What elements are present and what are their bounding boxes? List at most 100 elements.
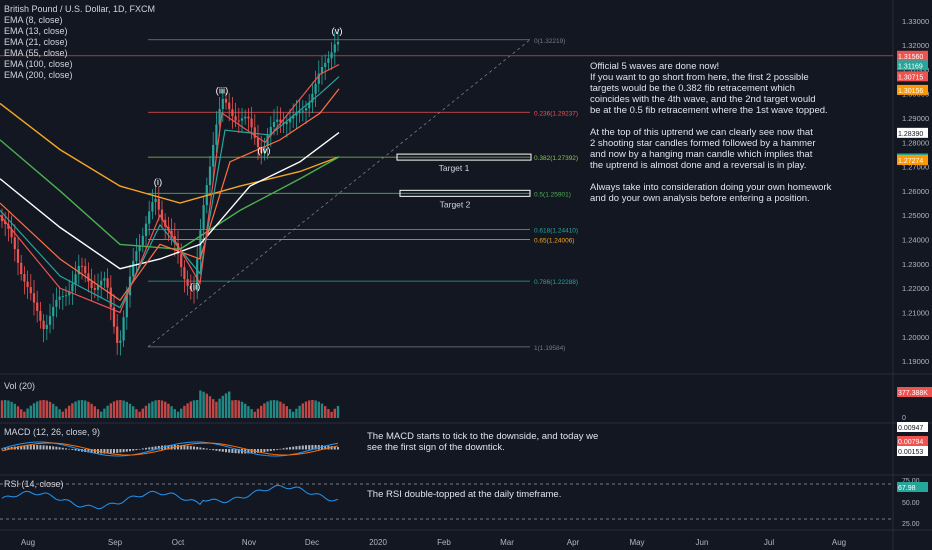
y-tick-label: 1.19000	[902, 357, 929, 366]
macd-bar	[29, 445, 32, 450]
volume-bar	[295, 408, 298, 418]
candle-body	[64, 295, 68, 297]
macd-badge-text: 0.00794	[898, 439, 923, 446]
candle-body	[180, 253, 183, 268]
volume-bar	[180, 408, 183, 418]
macd-bar	[180, 445, 183, 450]
candle-body	[196, 258, 199, 291]
y-tick-label: 1.24000	[902, 236, 929, 245]
price-badge	[897, 71, 928, 82]
macd-bar	[298, 445, 301, 450]
volume-bar	[247, 406, 250, 418]
volume-bar	[84, 400, 87, 418]
candle-body	[295, 113, 298, 116]
macd-bar	[218, 449, 221, 452]
candle-body	[112, 307, 116, 327]
target-label: Target 2	[440, 199, 471, 209]
target-label: Target 1	[439, 163, 470, 173]
candle-body	[285, 122, 288, 125]
volume-bar	[132, 406, 135, 418]
candle-body	[74, 274, 77, 284]
candle-body	[269, 126, 272, 136]
ema-200-line	[0, 102, 340, 204]
volume-bar	[186, 403, 189, 418]
x-tick-label: May	[629, 538, 644, 547]
macd-bar	[183, 445, 186, 450]
macd-bar	[109, 449, 112, 454]
candle-body	[317, 73, 320, 84]
rsi-badge	[897, 482, 928, 492]
volume-bar	[55, 406, 58, 418]
price-badge	[897, 60, 928, 71]
macd-bar	[273, 449, 275, 451]
candle-body	[272, 121, 276, 127]
macd-bar	[257, 449, 259, 453]
legend-ema-21: EMA (21, close)	[4, 37, 68, 47]
volume-bar	[4, 400, 7, 418]
volume-bar	[224, 393, 228, 418]
macd-bar	[330, 446, 333, 450]
volume-bar	[100, 411, 103, 418]
volume-label: Vol (20)	[4, 381, 36, 391]
volume-bar	[336, 405, 340, 418]
y-tick-label: 1.32000	[902, 41, 929, 50]
macd-bar	[33, 445, 35, 450]
volume-bar	[244, 403, 247, 418]
macd-bar	[122, 449, 125, 453]
macd-bar	[71, 449, 74, 450]
fib-level-label: 0.236(1.29237)	[534, 110, 578, 117]
macd-bar	[333, 446, 336, 450]
fib-level-label: 0.5(1.25901)	[534, 191, 571, 198]
macd-bar	[61, 447, 64, 450]
macd-bar	[58, 447, 61, 450]
volume-bar	[317, 401, 320, 418]
volume-bar	[330, 411, 333, 418]
macd-signal-line	[1, 442, 339, 456]
candle-body	[48, 316, 52, 325]
volume-bar	[29, 405, 32, 418]
volume-bar	[221, 395, 224, 418]
macd-bar	[295, 446, 298, 450]
volume-bar	[288, 409, 292, 418]
volume-bar	[272, 400, 276, 418]
volume-bar	[231, 400, 234, 418]
candle-body	[26, 281, 29, 288]
price-badge-text: 1.27274	[898, 158, 923, 165]
price-badge-text: 1.31169	[898, 63, 923, 70]
volume-bar	[253, 411, 256, 418]
candle-body	[170, 230, 173, 237]
candle-body	[224, 98, 228, 103]
y-tick-label: 1.29000	[902, 114, 929, 123]
volume-bar	[61, 411, 64, 418]
volume-bar	[167, 403, 170, 418]
candle-body	[16, 249, 20, 263]
macd-bar	[189, 446, 192, 450]
macd-bar	[209, 449, 211, 450]
volume-bar	[58, 409, 61, 418]
macd-bar	[199, 447, 202, 450]
candle-body	[279, 119, 282, 123]
macd-bar	[42, 445, 45, 450]
macd-bar	[186, 445, 189, 450]
macd-bar	[103, 449, 106, 454]
volume-bar	[96, 409, 100, 418]
volume-bar	[128, 403, 132, 418]
price-badge-text: 1.30715	[898, 74, 923, 81]
candle-body	[234, 116, 237, 121]
candle-body	[266, 135, 269, 147]
macd-histogram	[1, 445, 339, 454]
candle-body	[228, 102, 231, 110]
fib-level-label: 0.382(1.27392)	[534, 155, 578, 162]
candle-body	[132, 261, 135, 277]
legend-ema-200: EMA (200, close)	[4, 70, 73, 80]
volume-bar	[36, 401, 39, 418]
volume-bar	[0, 400, 4, 418]
volume-bar	[148, 403, 151, 418]
volume-bar	[80, 400, 84, 418]
volume-bar	[68, 405, 71, 418]
price-badge-text: 1.30156	[898, 88, 923, 95]
legend-ema-55: EMA (55, close)	[4, 48, 68, 58]
rsi-tick-label: 50.00	[902, 500, 920, 507]
candle-body	[311, 93, 314, 103]
